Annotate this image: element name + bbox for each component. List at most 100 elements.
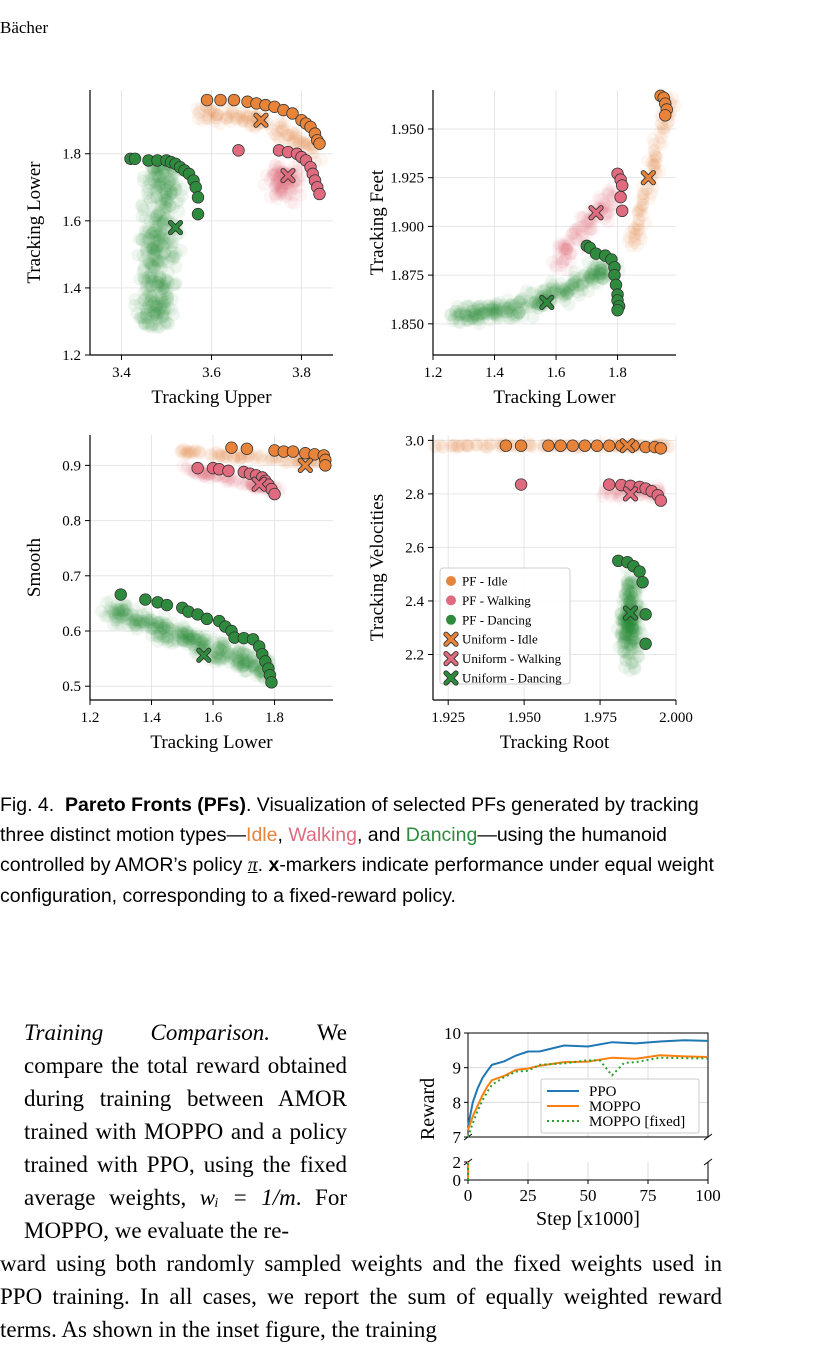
sample-point xyxy=(622,584,636,598)
sample-point xyxy=(557,239,571,253)
sample-point xyxy=(155,290,169,304)
sample-point xyxy=(207,632,221,646)
x-tick-label: 100 xyxy=(695,1186,721,1205)
sample-point xyxy=(269,168,283,182)
sample-point xyxy=(449,304,463,318)
sample-point xyxy=(108,613,122,627)
sample-point xyxy=(118,607,132,621)
sample-point xyxy=(212,640,226,654)
uniform-marker xyxy=(196,647,212,663)
sample-point xyxy=(159,166,173,180)
y-tick-label: 1.875 xyxy=(390,268,424,284)
sample-point xyxy=(626,619,640,633)
sample-point xyxy=(155,619,169,633)
sample-point xyxy=(161,635,175,649)
sample-point xyxy=(145,317,159,331)
sample-point xyxy=(158,624,172,638)
sample-point xyxy=(117,604,131,618)
sample-point xyxy=(449,304,463,318)
sample-point xyxy=(275,187,289,201)
sample-point xyxy=(628,233,642,247)
sample-point xyxy=(133,272,147,286)
sample-point xyxy=(268,158,282,172)
sample-point xyxy=(198,629,212,643)
sample-point xyxy=(154,230,168,244)
caption-sep: , xyxy=(277,824,289,846)
sample-point xyxy=(508,298,522,312)
sample-point xyxy=(128,617,142,631)
sample-point xyxy=(451,440,465,454)
sample-point xyxy=(519,300,533,314)
sample-point xyxy=(552,247,566,261)
sample-point xyxy=(224,648,238,662)
sample-point xyxy=(615,626,629,640)
body-paragraph-left: Training Comparison. We compare the tota… xyxy=(0,1016,347,1247)
sample-point xyxy=(556,242,570,256)
sample-point xyxy=(158,193,172,207)
legend-marker xyxy=(446,576,456,586)
sample-point xyxy=(626,626,640,640)
sample-point xyxy=(290,129,304,143)
sample-point xyxy=(215,642,229,656)
sample-point xyxy=(625,656,639,670)
sample-point xyxy=(458,307,472,321)
sample-point xyxy=(459,309,473,323)
sample-point xyxy=(180,634,194,648)
sample-point xyxy=(220,103,234,117)
sample-point xyxy=(621,645,635,659)
sample-point xyxy=(612,640,626,654)
sample-point xyxy=(563,282,577,296)
sample-point xyxy=(130,306,144,320)
sample-point xyxy=(270,176,284,190)
sample-point xyxy=(280,189,294,203)
y-tick-label: 1.4 xyxy=(62,281,81,297)
sample-point xyxy=(281,128,295,142)
sample-point xyxy=(142,231,156,245)
sample-point xyxy=(472,299,486,313)
sample-point xyxy=(194,637,208,651)
sample-point xyxy=(554,277,568,291)
sample-point xyxy=(166,186,180,200)
sample-point xyxy=(628,654,642,668)
sample-point xyxy=(243,648,257,662)
sample-point xyxy=(622,593,636,607)
sample-point xyxy=(149,308,163,322)
sample-point xyxy=(182,630,196,644)
sample-point xyxy=(157,630,171,644)
sample-point xyxy=(153,219,167,233)
sample-point xyxy=(162,317,176,331)
sample-point xyxy=(185,632,199,646)
sample-point xyxy=(203,105,217,119)
y-tick-label: 1.925 xyxy=(390,171,424,187)
legend-marker xyxy=(443,631,459,647)
sample-point xyxy=(224,115,238,129)
sample-point xyxy=(206,105,220,119)
sample-point xyxy=(436,440,450,454)
sample-point xyxy=(145,205,159,219)
sample-point xyxy=(232,110,246,124)
sample-point xyxy=(195,635,209,649)
x-tick-label: 1.6 xyxy=(204,710,223,726)
sample-point xyxy=(636,198,650,212)
sample-point xyxy=(246,452,260,466)
sample-point xyxy=(158,245,172,259)
sample-point xyxy=(186,630,200,644)
sample-point xyxy=(583,222,597,236)
sample-point xyxy=(148,260,162,274)
sample-point xyxy=(127,619,141,633)
sample-point xyxy=(626,618,640,632)
sample-point xyxy=(488,299,502,313)
sample-point xyxy=(568,226,582,240)
x-tick-label: 1.4 xyxy=(142,710,161,726)
sample-point xyxy=(125,608,139,622)
sample-point xyxy=(232,647,246,661)
sample-point xyxy=(647,144,661,158)
sample-point xyxy=(596,490,610,504)
sample-point xyxy=(147,306,161,320)
sample-point xyxy=(138,230,152,244)
sample-point xyxy=(194,633,208,647)
sample-point xyxy=(628,661,642,675)
sample-point xyxy=(158,236,172,250)
sample-point xyxy=(469,437,483,451)
sample-point xyxy=(144,242,158,256)
